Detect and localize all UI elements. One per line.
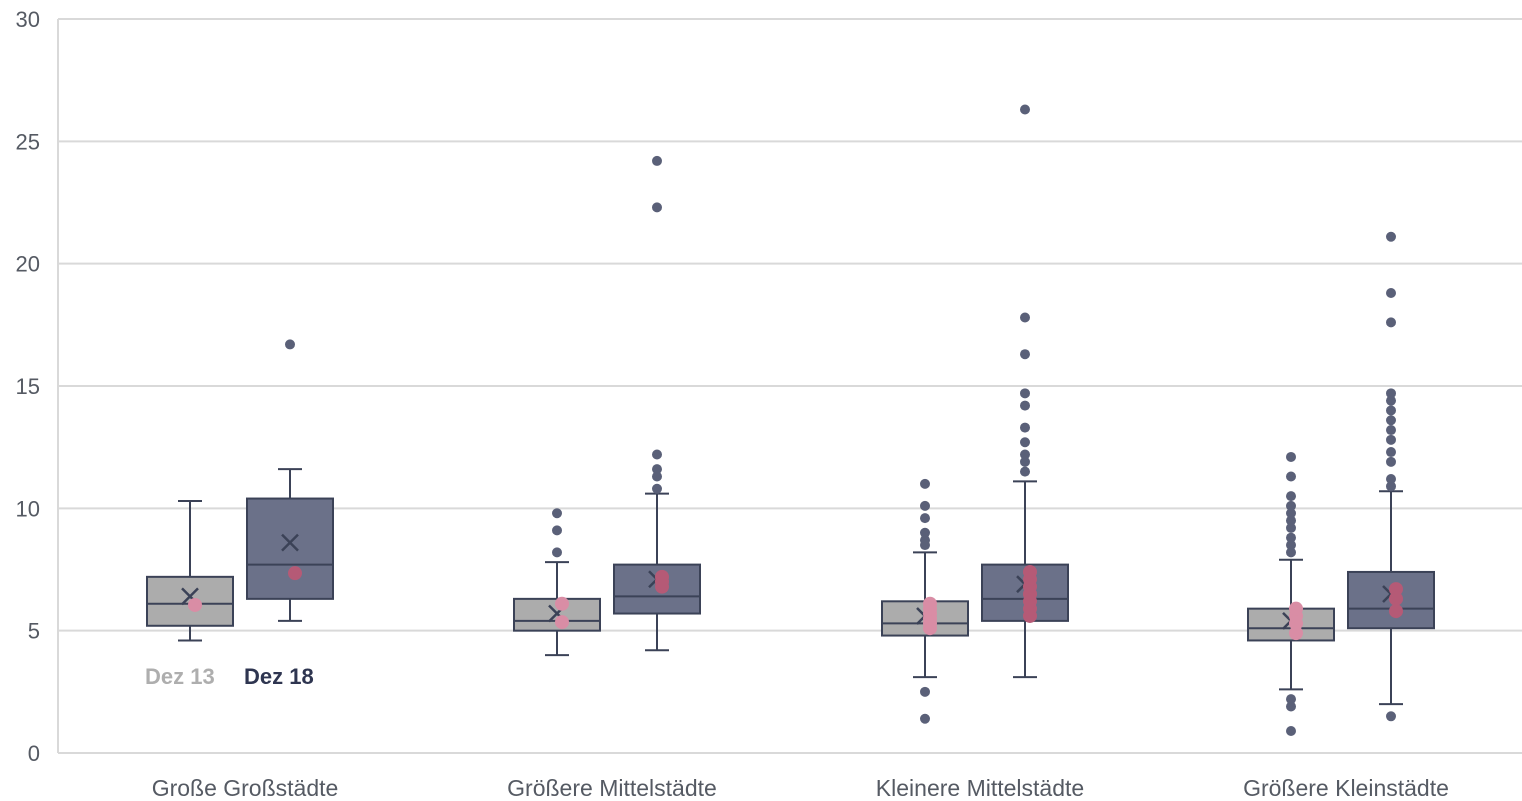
highlight-point [655, 569, 669, 584]
highlight-point [923, 596, 937, 611]
outlier-point [1386, 388, 1396, 399]
y-tick-label: 20 [16, 252, 40, 277]
outlier-point [552, 508, 562, 519]
outlier-point [920, 713, 930, 724]
outlier-point [1386, 231, 1396, 242]
outlier-point [1020, 449, 1030, 460]
box-iqr [246, 497, 334, 600]
highlight-point [555, 596, 569, 611]
outlier-point [1286, 540, 1296, 551]
outlier-point [1020, 466, 1030, 477]
outlier-point [1286, 491, 1296, 502]
category-label: Kleinere Mittelstädte [876, 775, 1084, 801]
outlier-point [1386, 473, 1396, 484]
outlier-point [1020, 400, 1030, 411]
highlight-point [288, 566, 302, 581]
box-dez13-3 [881, 478, 969, 724]
box-dez18-3 [981, 104, 1069, 679]
box-dez18-2 [613, 155, 701, 652]
outlier-point [1020, 422, 1030, 433]
outlier-point [1286, 701, 1296, 712]
outlier-point [1286, 694, 1296, 705]
outlier-point [1386, 456, 1396, 467]
category-label: Größere Mittelstädte [507, 775, 717, 801]
y-tick-label: 25 [16, 129, 40, 154]
outlier-point [652, 471, 662, 482]
outlier-point [1386, 447, 1396, 458]
category-label: Größere Kleinstädte [1243, 775, 1449, 801]
outlier-point [1020, 437, 1030, 448]
box-plots [146, 104, 1435, 736]
outlier-point [1386, 317, 1396, 328]
box-dez18-4 [1347, 231, 1435, 722]
box-dez18-1 [246, 339, 334, 622]
box-dez13-1 [146, 499, 234, 642]
outlier-point [1286, 500, 1296, 511]
outlier-point [652, 155, 662, 166]
category-labels: Große Großstädte Größere Mittelstädte Klei… [152, 775, 1449, 801]
highlight-point [1289, 601, 1303, 616]
legend-item-dez18: Dez 18 [244, 664, 314, 689]
highlight-point [1023, 564, 1037, 579]
legend-item-dez13: Dez 13 [145, 664, 215, 689]
outlier-point [1020, 104, 1030, 115]
outlier-point [1286, 725, 1296, 736]
mean-marker [281, 533, 299, 552]
outlier-point [920, 478, 930, 489]
outlier-point [920, 500, 930, 511]
outlier-point [1286, 508, 1296, 519]
outlier-point [1386, 415, 1396, 426]
outlier-point [1286, 515, 1296, 526]
outlier-point [1386, 434, 1396, 445]
legend: Dez 13 Dez 18 [145, 664, 314, 689]
outlier-point [920, 686, 930, 697]
highlight-point [1289, 626, 1303, 641]
outlier-point [652, 483, 662, 494]
outlier-point [652, 449, 662, 460]
outlier-point [1386, 405, 1396, 416]
outlier-point [1286, 471, 1296, 482]
box-dez13-4 [1247, 451, 1335, 736]
y-axis-ticks: 0 5 10 15 20 25 30 [16, 7, 40, 766]
outlier-point [1020, 312, 1030, 323]
y-tick-label: 15 [16, 374, 40, 399]
y-tick-label: 30 [16, 7, 40, 32]
outlier-point [1286, 547, 1296, 558]
y-tick-label: 5 [28, 619, 40, 644]
highlight-point [555, 615, 569, 630]
outlier-point [1386, 481, 1396, 492]
box-dez13-2 [513, 508, 601, 657]
outlier-point [552, 547, 562, 558]
outlier-point [552, 525, 562, 536]
outlier-point [1386, 288, 1396, 299]
outlier-point [1020, 349, 1030, 360]
outlier-point [920, 527, 930, 538]
outlier-point [1286, 532, 1296, 543]
outlier-point [1386, 425, 1396, 436]
outlier-point [920, 535, 930, 546]
outlier-point [920, 513, 930, 524]
grid-lines [57, 18, 1522, 754]
y-tick-label: 10 [16, 496, 40, 521]
highlight-point [188, 597, 202, 612]
outlier-point [1020, 388, 1030, 399]
outlier-point [1386, 395, 1396, 406]
highlight-point [1389, 604, 1403, 619]
outlier-point [1020, 456, 1030, 467]
outlier-point [652, 202, 662, 213]
category-label: Große Großstädte [152, 775, 339, 801]
highlight-point [1389, 591, 1403, 606]
outlier-point [1286, 522, 1296, 533]
highlight-point [1389, 582, 1403, 597]
y-tick-label: 0 [28, 741, 40, 766]
outlier-point [1286, 451, 1296, 462]
outlier-point [1386, 711, 1396, 722]
outlier-point [285, 339, 295, 350]
outlier-point [652, 464, 662, 475]
